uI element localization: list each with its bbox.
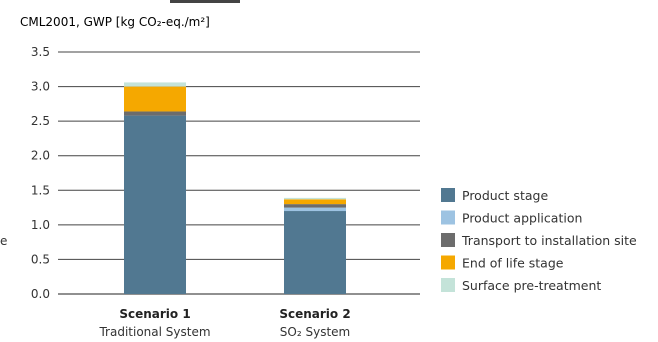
y-axis-title: CML2001, GWP [kg CO₂-eq./m²] — [20, 15, 210, 29]
category-label: Scenario 2 — [279, 307, 350, 321]
legend-swatch — [441, 210, 455, 225]
legend-label: End of life stage — [462, 256, 564, 271]
y-tick-label: 3.5 — [31, 45, 50, 59]
y-tick-label: 2.5 — [31, 114, 50, 128]
gridlines — [58, 51, 420, 295]
legend-swatch — [441, 233, 455, 247]
legend: Product stage Product application Transpor… — [441, 188, 637, 293]
legend-swatch — [441, 255, 455, 270]
legend-label: Transport to installation site — [461, 233, 637, 248]
legend-swatch — [441, 188, 455, 202]
bar-segment — [284, 207, 346, 212]
y-tick-label: 0.0 — [31, 287, 50, 301]
category-sublabel: Traditional System — [98, 325, 210, 339]
legend-label: Surface pre-treatment — [462, 278, 601, 293]
y-tick-label: 0.5 — [31, 252, 50, 266]
bars — [124, 82, 346, 295]
x-category-labels: Scenario 1 Traditional System Scenario 2 SO… — [98, 307, 350, 339]
bar-segment — [124, 86, 186, 112]
bar-segment — [124, 115, 186, 295]
bar-segment — [284, 211, 346, 294]
bar-segment — [124, 111, 186, 116]
y-tick-label: 2.0 — [31, 149, 50, 163]
bar-segment — [284, 197, 346, 200]
cropped-left-letter: e — [0, 234, 7, 248]
y-tick-label: 1.0 — [31, 218, 50, 232]
bar-segment — [124, 82, 186, 87]
category-label: Scenario 1 — [119, 307, 190, 321]
legend-label: Product stage — [462, 188, 548, 203]
cropped-heading-fragment — [170, 0, 240, 3]
bar-segment — [284, 199, 346, 205]
legend-label: Product application — [462, 211, 582, 226]
y-tick-label: 3.0 — [31, 80, 50, 94]
legend-swatch — [441, 278, 455, 292]
category-sublabel: SO₂ System — [280, 325, 350, 339]
bar-segment — [284, 204, 346, 208]
y-tick-label: 1.5 — [31, 183, 50, 197]
y-tick-labels: 0.0 0.5 1.0 1.5 2.0 2.5 3.0 3.5 — [31, 45, 50, 301]
